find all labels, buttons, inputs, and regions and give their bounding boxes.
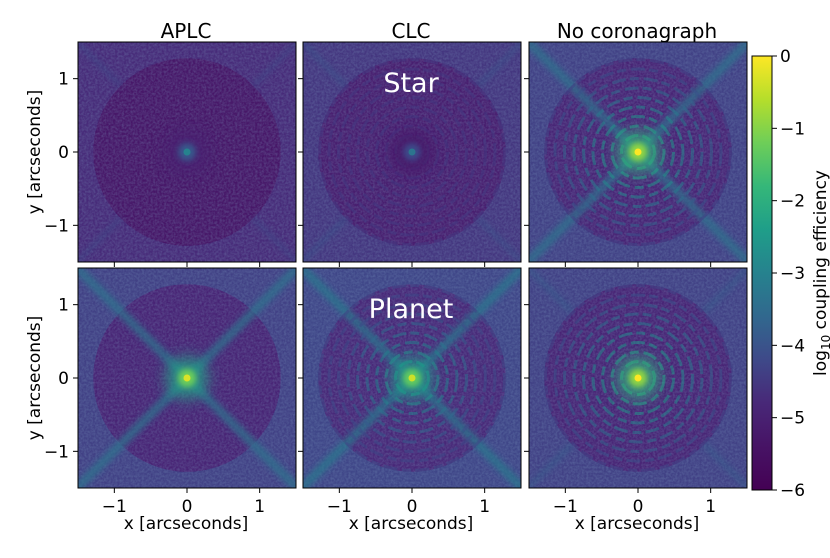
colorbar-tick-label: −4 bbox=[780, 336, 805, 356]
panel-planet-3: −1 0 1 bbox=[524, 267, 748, 517]
row-label-star: Star bbox=[383, 68, 439, 99]
colorbar-tick-label: −6 bbox=[780, 481, 805, 501]
x-tick-label: 0 bbox=[407, 497, 418, 517]
x-tick-label: −1 bbox=[102, 497, 127, 517]
x-tick-label: 1 bbox=[705, 497, 716, 517]
colorbar-tick-label: −3 bbox=[780, 264, 805, 284]
x-axis-label-no-coronagraph: x [arcseconds] bbox=[575, 514, 700, 534]
column-title-clc: CLC bbox=[391, 19, 430, 43]
x-tick-label: −1 bbox=[553, 497, 578, 517]
colorbar: 0 −1 −2 −3 −4 −5 −6 log10 coupling efficiency bbox=[751, 47, 830, 501]
x-tick-label: 0 bbox=[633, 497, 644, 517]
colorbar-label: log10 coupling efficiency bbox=[811, 170, 830, 376]
core bbox=[616, 130, 660, 174]
colorbar-ticks: 0 −1 −2 −3 −4 −5 −6 bbox=[772, 47, 805, 501]
colorbar-label-log: log bbox=[811, 350, 830, 376]
y-tick-label: 0 bbox=[58, 143, 69, 163]
colorbar-label-subscript: 10 bbox=[819, 335, 830, 350]
panel-star-2 bbox=[298, 41, 522, 267]
y-axis-label-bottom: y [arcseconds] bbox=[25, 316, 45, 441]
y-axis-label-top: y [arcseconds] bbox=[25, 90, 45, 215]
column-title-no-coronagraph: No coronagraph bbox=[557, 19, 717, 43]
y-tick-label: −1 bbox=[44, 442, 69, 462]
row-label-planet: Planet bbox=[369, 294, 454, 325]
diffraction-rings bbox=[544, 58, 732, 246]
colorbar-tick-label: 0 bbox=[780, 47, 791, 67]
y-tick-label: 1 bbox=[58, 296, 69, 316]
y-tick-label: 1 bbox=[58, 70, 69, 90]
x-tick-label: 1 bbox=[479, 497, 490, 517]
faint-spikes bbox=[303, 42, 521, 262]
x-tick-label: −1 bbox=[327, 497, 352, 517]
colorbar-label-rest: coupling efficiency bbox=[811, 170, 830, 335]
image-panels: 1 0 −1 −1 0 1 1 0 −1 −1 0 1 −1 0 1 bbox=[44, 41, 748, 517]
colorbar-tick-label: −5 bbox=[780, 409, 805, 429]
x-tick-label: 1 bbox=[254, 497, 265, 517]
colorbar-tick-label: −1 bbox=[780, 119, 805, 139]
diffraction-rings bbox=[318, 58, 506, 246]
x-axis-label-aplc: x [arcseconds] bbox=[124, 514, 249, 534]
core bbox=[165, 130, 209, 174]
core bbox=[165, 356, 209, 400]
panel-star-1: 1 0 −1 bbox=[44, 41, 297, 267]
x-tick-label: 0 bbox=[182, 497, 193, 517]
panel-star-3 bbox=[524, 41, 748, 267]
column-title-aplc: APLC bbox=[161, 19, 212, 43]
y-tick-label: −1 bbox=[44, 216, 69, 236]
x-axis-label-clc: x [arcseconds] bbox=[349, 514, 474, 534]
faint-spikes bbox=[529, 268, 747, 488]
colorbar-gradient bbox=[751, 55, 773, 491]
core bbox=[390, 130, 434, 174]
faint-spikes bbox=[78, 42, 296, 262]
core bbox=[616, 356, 660, 400]
diffraction-rings bbox=[544, 284, 732, 472]
panel-planet-2: −1 0 1 bbox=[298, 267, 522, 517]
y-tick-label: 0 bbox=[58, 369, 69, 389]
panel-planet-1: −1 0 1 1 0 −1 bbox=[44, 267, 297, 517]
colorbar-tick-label: −2 bbox=[780, 192, 805, 212]
core bbox=[390, 356, 434, 400]
